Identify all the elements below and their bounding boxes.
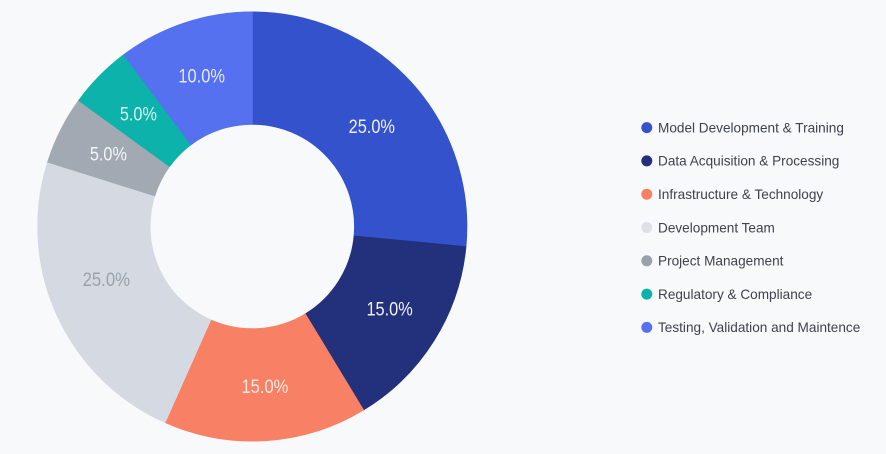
svg-text:5.0%: 5.0% [90,143,127,165]
svg-text:15.0%: 15.0% [366,298,412,320]
svg-text:25.0%: 25.0% [83,269,130,291]
svg-text:5.0%: 5.0% [120,104,157,126]
svg-text:25.0%: 25.0% [349,116,395,138]
svg-text:Development Team: Development Team [658,220,775,235]
svg-text:15.0%: 15.0% [242,376,289,398]
svg-text:Project Management: Project Management [658,254,784,269]
svg-text:10.0%: 10.0% [178,66,225,88]
svg-text:Infrastructure & Technology: Infrastructure & Technology [658,187,823,202]
svg-text:Testing, Validation and Mainte: Testing, Validation and Maintence [658,320,860,335]
svg-text:Model Development & Training: Model Development & Training [658,120,844,135]
svg-text:Regulatory & Compliance: Regulatory & Compliance [658,287,812,302]
svg-text:Data Acquisition & Processing: Data Acquisition & Processing [658,154,839,169]
